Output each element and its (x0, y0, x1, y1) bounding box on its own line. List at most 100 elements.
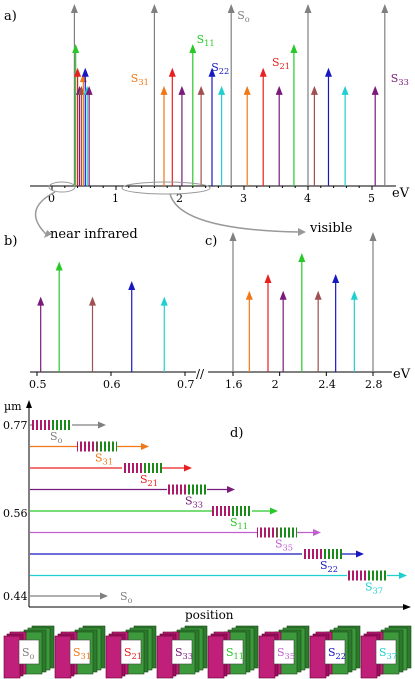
panel-a-line-17 (227, 4, 235, 186)
panel-a-line-24-head (324, 67, 332, 77)
pulse-label-31-sub: 31 (103, 457, 114, 467)
panel-a-series-label-S22-main: S (211, 61, 219, 74)
panel-c-line-1-head (245, 290, 253, 300)
panel-a-tick-label-2: 2 (176, 192, 183, 205)
block-label-31-sub: 31 (81, 651, 92, 661)
block-label-box (375, 639, 397, 665)
block-label-21-sub: 21 (132, 651, 143, 661)
block-label-31-main: S (73, 646, 81, 659)
pulse-label-35-sub: 35 (283, 543, 294, 553)
panel-a-line-18-head (243, 85, 251, 95)
panel-a-series-label-S21: S21 (272, 56, 290, 71)
panel-b-line-1-head (55, 261, 63, 271)
panel-b-tick-label-1: 0.6 (103, 378, 121, 391)
pulse-row-21: S21 (30, 463, 192, 488)
block-magenta-layer (309, 635, 327, 679)
panel-d-xlabel: position (185, 608, 234, 622)
pulse-block-green-33 (187, 484, 207, 495)
panel-a-label: a) (4, 9, 17, 24)
panel-a-unit: eV (392, 186, 410, 201)
pulse-label-11: S11 (230, 516, 248, 531)
block-21: S21 (105, 625, 157, 679)
block-label-35-sub: 35 (285, 651, 296, 661)
block-magenta-layer (360, 635, 378, 679)
panel-a-line-1-head (72, 44, 80, 54)
block-o: So (3, 625, 55, 679)
block-33: S33 (156, 625, 208, 679)
panel-c-line-0 (229, 232, 237, 372)
block-label-box (273, 639, 295, 665)
pulse-label-o-main: S (50, 430, 58, 443)
pulse-block-green-37 (367, 570, 387, 581)
near-infrared-callout-arrow (34, 191, 56, 237)
panel-a-tick-label-4: 4 (304, 192, 311, 205)
block-magenta-layer (54, 635, 72, 679)
panel-a-line-13 (189, 44, 197, 186)
panel-a-ticks: 0 1 2 3 4 5 (48, 186, 375, 205)
pulse-block-magenta-37 (347, 570, 367, 581)
pulse-arrowhead-21 (184, 464, 192, 472)
block-magenta-layer (105, 635, 123, 679)
panel-b-line-3 (128, 281, 136, 372)
panel-a-series-label-S0-sub: o (245, 14, 250, 24)
bottom-arrow-label-main: S (120, 590, 128, 603)
pulse-row-33: S33 (30, 484, 235, 510)
pulse-arrowhead-o (98, 421, 106, 429)
pulse-label-22-sub: 22 (328, 564, 339, 574)
panel-b-line-1 (55, 261, 63, 372)
pulse-block-magenta-31 (77, 441, 97, 452)
pulse-block-green-31 (97, 441, 117, 452)
panel-a-line-0 (70, 4, 78, 186)
panel-a-line-14 (197, 85, 205, 186)
pulse-arrowhead-33 (227, 486, 235, 493)
panel-a-line-0-head (70, 4, 78, 13)
panel-c-unit: eV (393, 367, 411, 382)
panel-a-line-19-head (259, 67, 267, 77)
block-31: S31 (54, 625, 106, 679)
panel-b-line-4-head (160, 296, 168, 306)
panel-c-line-5 (314, 290, 322, 372)
panel-c-line-1 (245, 290, 253, 372)
callouts: near infrared visible (34, 181, 353, 242)
panel-c-line-6 (332, 274, 340, 372)
panel-a-series-label-S11-main: S (197, 33, 205, 46)
panel-a-line-25 (341, 85, 349, 186)
panel-a-line-13-head (189, 44, 197, 54)
block-label-21: S21 (124, 646, 142, 661)
pulse-label-33: S33 (185, 495, 203, 510)
block-label-box (120, 639, 142, 665)
panel-c-line-6-head (332, 274, 340, 283)
panel-a-line-17-head (227, 4, 235, 13)
block-magenta-layer (258, 635, 276, 679)
pulse-label-o: So (50, 430, 63, 445)
panel-a-line-10 (160, 85, 168, 186)
block-35: S35 (258, 625, 310, 679)
panel-c-line-4 (298, 253, 306, 372)
panel-a-line-9-head (150, 4, 158, 13)
block-label-37-sub: 37 (387, 651, 398, 661)
panel-a-tick-label-1: 1 (112, 192, 119, 205)
visible-arrowhead (298, 228, 306, 236)
panel-a-line-22 (304, 4, 312, 186)
panel-a-line-16-head (218, 85, 226, 95)
bottom-arrow-label: So (120, 590, 133, 605)
panel-b-lines (37, 261, 168, 372)
bottom-arrow-label-sub: o (128, 595, 133, 605)
panel-c-line-7 (350, 290, 358, 372)
panel-c-line-4-head (298, 253, 306, 262)
panel-a-line-22-head (304, 4, 312, 13)
pulse-label-11-main: S (230, 516, 238, 529)
pulse-label-22-main: S (320, 559, 328, 572)
block-label-o-sub: o (30, 651, 35, 661)
axis-break: // (196, 367, 205, 381)
block-label-o: So (22, 646, 35, 661)
block-magenta-layer (3, 635, 21, 679)
pulse-row-bottom: So (30, 590, 133, 605)
block-label-22: S22 (328, 646, 346, 661)
panel-c-tick-label-0: 1.6 (225, 378, 243, 391)
block-label-box (222, 639, 244, 665)
panel-d-y-arrowhead (26, 400, 32, 408)
